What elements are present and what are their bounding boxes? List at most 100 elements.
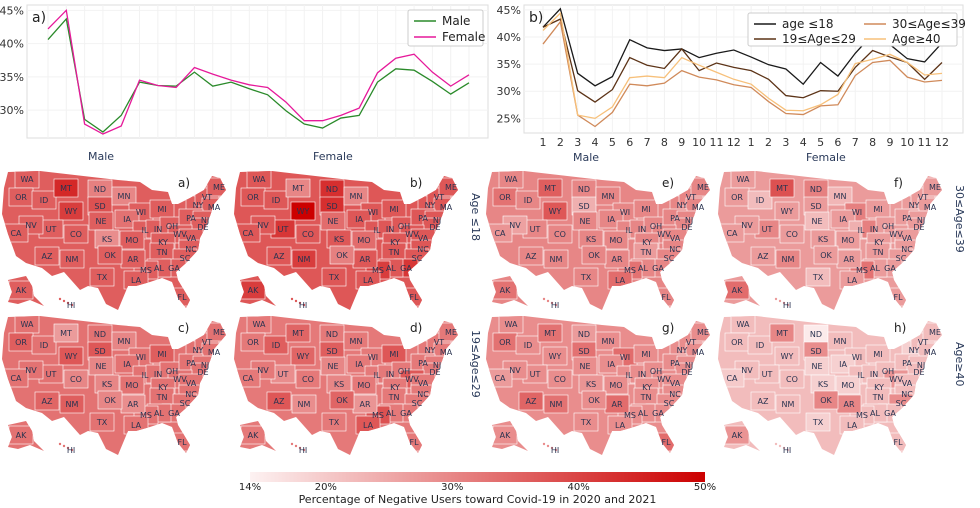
state-label: SD (578, 202, 589, 211)
state-MO (351, 230, 377, 250)
state-label: SD (578, 347, 589, 356)
state-TX (573, 267, 599, 287)
state-label: AK (500, 286, 511, 295)
state-label: TX (812, 418, 824, 427)
state-label: NV (741, 366, 753, 375)
state-label: IN (386, 225, 394, 234)
state-label: ND (810, 330, 822, 339)
state-HI-island (298, 446, 302, 450)
state-label: AZ (42, 397, 53, 406)
series-line-1 (542, 18, 943, 103)
state-label: NY (677, 346, 688, 355)
state-label: MN (834, 337, 847, 346)
state-TX (89, 267, 115, 287)
state-label: NV (25, 366, 37, 375)
state-HI-island (786, 303, 790, 307)
state-label: SC (412, 254, 423, 263)
y-tick-label: 30% (0, 104, 24, 117)
state-label: OH (398, 222, 410, 231)
state-label: IL (374, 371, 381, 380)
x-tick-label: 9 (886, 136, 893, 149)
state-label: UT (762, 225, 773, 234)
state-label: MO (609, 381, 622, 390)
state-label: GA (884, 409, 896, 418)
state-HI-island (542, 442, 546, 446)
state-label: LA (615, 421, 626, 430)
state-label: OR (15, 338, 27, 347)
state-label: AR (611, 255, 622, 264)
x-tick-label: 6 (626, 136, 633, 149)
state-label: IN (870, 225, 878, 234)
state-MO (835, 375, 861, 395)
state-HI-island (778, 444, 782, 448)
state-label: NE (579, 217, 590, 226)
state-label: OK (820, 396, 832, 405)
state-OK (329, 245, 355, 265)
state-label: VT (686, 338, 696, 347)
state-label: WY (297, 352, 310, 361)
state-label: WY (65, 352, 78, 361)
state-label: AL (386, 409, 396, 418)
state-label: KY (390, 383, 400, 392)
state-label: OR (731, 193, 743, 202)
state-label: NE (95, 362, 106, 371)
y-tick-label: 30% (497, 85, 521, 98)
state-label: NC (901, 390, 913, 399)
state-label: WY (781, 352, 794, 361)
state-label: TN (640, 393, 652, 402)
state-label: NV (509, 221, 521, 230)
legend (747, 12, 958, 47)
state-label: TN (388, 248, 400, 257)
state-label: FL (893, 438, 903, 447)
state-label: WI (368, 353, 378, 362)
state-label: TX (328, 418, 340, 427)
state-HI-island (302, 303, 306, 307)
state-label: NC (185, 245, 197, 254)
state-label: VT (202, 338, 212, 347)
panel-label: f) (894, 176, 903, 190)
state-label: PA (902, 214, 912, 223)
state-MO (351, 375, 377, 395)
state-HI-island (542, 297, 546, 301)
state-label: WI (620, 353, 630, 362)
state-label: SC (664, 399, 675, 408)
state-WY (774, 201, 800, 221)
state-label: AZ (274, 252, 285, 261)
state-label: NE (327, 362, 338, 371)
state-label: IA (123, 360, 131, 369)
state-label: WV (173, 375, 187, 384)
state-HI-island (778, 299, 782, 303)
y-tick-label: 40% (497, 31, 521, 44)
state-MT (53, 178, 79, 198)
row-label-age-30-39: 30≤Age≤39 (953, 185, 966, 253)
state-label: NY (677, 201, 688, 210)
state-TX (321, 412, 347, 432)
state-label: LA (363, 276, 374, 285)
state-label: CA (242, 229, 254, 238)
state-label: AL (154, 264, 164, 273)
state-label: LA (363, 421, 374, 430)
series-line-3 (542, 11, 943, 120)
state-label: KS (102, 235, 112, 244)
state-NM (291, 249, 317, 269)
state-label: HI (299, 446, 307, 455)
panel-label: a) (178, 176, 190, 190)
state-label: PA (186, 214, 196, 223)
state-label: IA (607, 360, 615, 369)
state-label: AZ (526, 252, 537, 261)
state-label: OR (247, 193, 259, 202)
state-label: SC (896, 254, 907, 263)
state-label: DE (429, 223, 440, 232)
state-label: MO (125, 236, 138, 245)
x-tick-label: 8 (661, 136, 668, 149)
state-MT (285, 178, 311, 198)
state-label: SC (180, 254, 191, 263)
state-label: KS (818, 380, 828, 389)
state-label: WY (65, 207, 78, 216)
state-label: VA (670, 379, 681, 388)
state-HI-island (70, 448, 74, 452)
state-ME (438, 177, 458, 197)
state-label: TX (328, 273, 340, 282)
